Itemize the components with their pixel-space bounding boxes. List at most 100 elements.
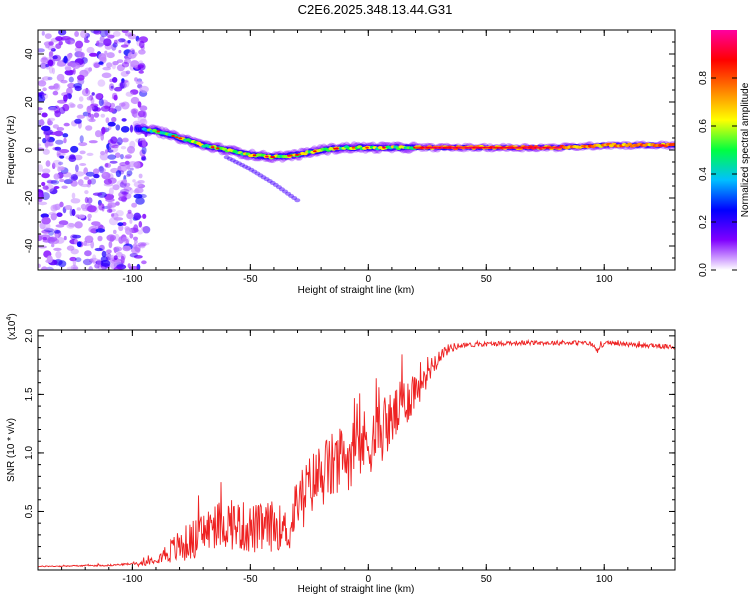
heatmap-cell bbox=[86, 113, 90, 121]
heatmap-cell bbox=[38, 192, 44, 198]
heatmap-cell bbox=[108, 187, 114, 196]
heatmap-cell bbox=[101, 126, 106, 135]
colorbar-axis: 0.0 0.2 0.4 0.6 0.8 bbox=[698, 71, 737, 277]
heatmap-cell bbox=[127, 209, 132, 214]
heatmap-cell bbox=[58, 220, 69, 226]
spectrogram-xtick-label: -50 bbox=[243, 274, 258, 285]
heatmap-cell bbox=[111, 63, 116, 70]
heatmap-cell bbox=[58, 30, 67, 36]
heatmap-cell bbox=[108, 145, 119, 153]
heatmap-cell bbox=[127, 40, 131, 44]
heatmap-cell bbox=[56, 127, 65, 131]
spectrogram-xtick-label: -100 bbox=[122, 274, 142, 285]
snr-ytick-label: 1.0 bbox=[24, 446, 35, 460]
heatmap-cell bbox=[87, 105, 95, 111]
colorbar-tick-label: 0.2 bbox=[698, 215, 709, 229]
snr-xtick-label: -50 bbox=[243, 574, 258, 585]
heatmap-cell bbox=[270, 156, 274, 158]
heatmap-cell bbox=[96, 259, 102, 267]
heatmap-cell bbox=[41, 125, 51, 132]
snr-multiplier: (x104) bbox=[6, 313, 18, 340]
spectrogram-ytick-label: -40 bbox=[24, 238, 35, 253]
heatmap-cell bbox=[120, 44, 129, 48]
heatmap-cell bbox=[61, 185, 68, 189]
heatmap-cell bbox=[116, 137, 123, 146]
heatmap-cell bbox=[91, 92, 95, 96]
heatmap-cell bbox=[98, 167, 106, 173]
heatmap-cell bbox=[126, 212, 134, 220]
heatmap-cell bbox=[110, 213, 115, 217]
heatmap-cell bbox=[71, 208, 76, 217]
heatmap-cell bbox=[175, 136, 179, 139]
heatmap-cell bbox=[61, 171, 72, 178]
heatmap-cell bbox=[137, 110, 146, 118]
heatmap-cell bbox=[115, 251, 123, 258]
heatmap-cell bbox=[86, 152, 94, 156]
heatmap-cell bbox=[38, 95, 46, 103]
heatmap-cell bbox=[135, 80, 144, 85]
heatmap-cell bbox=[83, 176, 90, 180]
heatmap-cell bbox=[63, 235, 67, 241]
heatmap-cell bbox=[112, 61, 119, 66]
heatmap-cell bbox=[134, 77, 138, 82]
heatmap-cell bbox=[42, 87, 47, 92]
colorbar: 0.0 0.2 0.4 0.6 0.8 Normalized spectral ampl… bbox=[698, 30, 750, 277]
colorbar-tick-label: 0.0 bbox=[698, 263, 709, 277]
heatmap-cell bbox=[97, 79, 106, 87]
heatmap-cell bbox=[105, 163, 109, 168]
heatmap-cell bbox=[93, 168, 100, 175]
heatmap-cell bbox=[53, 83, 59, 89]
spectrogram-ytick-label: -20 bbox=[24, 190, 35, 205]
heatmap-cell bbox=[122, 79, 130, 88]
heatmap-cell bbox=[38, 143, 42, 147]
heatmap-cell bbox=[55, 36, 63, 42]
heatmap-cell bbox=[55, 251, 62, 259]
heatmap-cell bbox=[79, 135, 84, 143]
heatmap-cell bbox=[68, 155, 77, 162]
heatmap-cell bbox=[127, 263, 131, 268]
heatmap-cell bbox=[137, 64, 144, 69]
heatmap-cell bbox=[137, 193, 147, 199]
heatmap-cell bbox=[82, 243, 91, 247]
heatmap-cell bbox=[129, 140, 136, 149]
heatmap-cell bbox=[129, 48, 136, 54]
heatmap-cell bbox=[127, 33, 137, 40]
heatmap-cell bbox=[95, 228, 106, 233]
heatmap-cell bbox=[132, 179, 136, 183]
heatmap-cell bbox=[100, 113, 106, 118]
heatmap-cell bbox=[87, 197, 93, 204]
heatmap-cell bbox=[41, 229, 51, 234]
heatmap-cell bbox=[99, 165, 105, 174]
heatmap-cell bbox=[110, 136, 118, 144]
heatmap-cell bbox=[72, 259, 77, 267]
heatmap-cell bbox=[71, 62, 81, 69]
heatmap-cell bbox=[88, 266, 93, 270]
spectrogram-ytick-label: 20 bbox=[24, 96, 35, 108]
heatmap-cell bbox=[90, 228, 98, 234]
spectrogram-axes: -100 -50 0 50 100 -40 -20 0 20 40 bbox=[24, 29, 676, 285]
heatmap-cell bbox=[110, 102, 116, 108]
heatmap-cell bbox=[46, 255, 53, 263]
colorbar-tick-label: 0.4 bbox=[698, 167, 709, 181]
heatmap-cell bbox=[57, 152, 66, 156]
heatmap-cell bbox=[52, 162, 56, 169]
heatmap-cell bbox=[210, 146, 215, 149]
heatmap-cell bbox=[48, 65, 54, 74]
heatmap-cell bbox=[130, 96, 140, 105]
heatmap-cell bbox=[581, 145, 585, 148]
spectrogram-xtick-label: 50 bbox=[481, 274, 493, 285]
heatmap-cell bbox=[138, 173, 143, 179]
heatmap-cell bbox=[80, 203, 87, 210]
heatmap-cell bbox=[107, 201, 113, 206]
heatmap-cell bbox=[121, 236, 130, 244]
heatmap-cell bbox=[550, 146, 554, 149]
heatmap-cell bbox=[41, 181, 46, 187]
heatmap-cell bbox=[112, 31, 121, 37]
snr-axes: -100 -50 0 50 100 0.5 1.0 1.5 2.0 bbox=[24, 328, 676, 585]
heatmap-cell bbox=[89, 52, 98, 57]
heatmap-cell bbox=[129, 218, 133, 224]
heatmap-cell bbox=[59, 149, 70, 154]
heatmap-cell bbox=[48, 51, 54, 57]
heatmap-cell bbox=[528, 146, 533, 149]
heatmap-cell bbox=[56, 73, 65, 82]
